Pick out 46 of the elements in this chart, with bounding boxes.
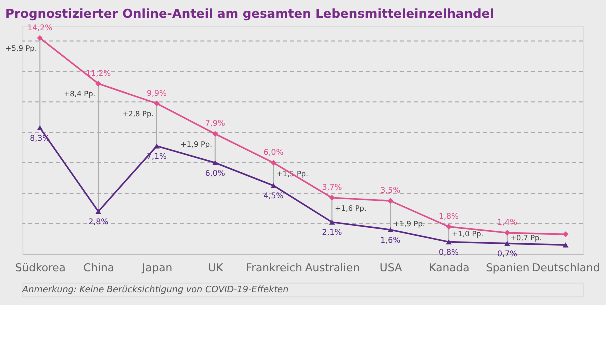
data-label: 0,8% — [439, 248, 460, 257]
point — [96, 209, 102, 214]
x-tick-label: Japan — [141, 262, 173, 275]
x-tick-label: Spanien — [486, 262, 530, 275]
x-tick-label: Deutschland — [532, 262, 600, 275]
point — [388, 227, 394, 232]
data-label: 3,5% — [380, 186, 402, 196]
x-tick-label: UK — [208, 262, 224, 275]
point — [446, 240, 452, 245]
point — [212, 160, 218, 166]
x-tick-label: China — [84, 262, 114, 275]
data-label: 1,6% — [380, 236, 402, 245]
point — [270, 183, 277, 188]
point — [388, 198, 394, 204]
x-tick-label: Frankreich — [246, 262, 302, 275]
point — [329, 220, 336, 225]
text: Anmerkung: Keine Berücksichtigung von COVID-19-Effekten — [22, 286, 289, 296]
point — [446, 224, 452, 230]
data-label: 1,4% — [497, 218, 518, 228]
data-label: 6,0% — [205, 168, 226, 178]
data-label: 2,8% — [88, 218, 110, 227]
chart-title: Prognostizierter Online-Anteil am gesamten Lebensmitteleinzelhandel — [5, 7, 494, 22]
data-label: 11,2% — [86, 69, 112, 78]
data-label: 7,9% — [205, 119, 226, 128]
data-label: 14,2% — [28, 23, 54, 32]
data-label: 2,1% — [322, 228, 343, 238]
point — [37, 35, 44, 42]
point — [154, 100, 160, 107]
point — [270, 160, 277, 166]
data-label: 3,7% — [322, 183, 343, 192]
x-tick-label: Südkorea — [15, 262, 66, 275]
point — [212, 131, 218, 138]
point — [562, 242, 569, 248]
x-tick-label: USA — [380, 262, 403, 275]
x-tick-label: Australien — [305, 262, 360, 275]
data-label: 0,7% — [497, 249, 518, 258]
point — [504, 241, 510, 246]
point — [96, 80, 102, 87]
point — [154, 144, 160, 149]
x-tick-label: Kanada — [429, 262, 470, 275]
data-label: 7,1% — [146, 152, 168, 162]
data-label: 6,0% — [264, 148, 284, 158]
data-label: 4,5% — [264, 192, 284, 201]
data-label: 9,9% — [146, 88, 168, 98]
point — [37, 126, 44, 131]
data-label: 1,8% — [439, 212, 460, 222]
